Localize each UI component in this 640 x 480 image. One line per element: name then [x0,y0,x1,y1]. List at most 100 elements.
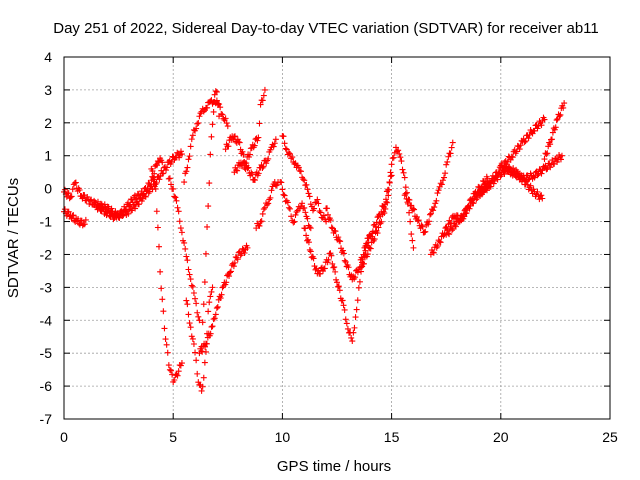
data-point [543,166,550,173]
data-point [343,320,350,327]
data-point [125,210,132,217]
data-point [178,148,184,155]
data-point [421,229,428,236]
data-point [188,282,195,289]
data-point [189,335,196,342]
data-point [257,218,264,225]
data-point [244,165,251,172]
data-point [194,370,201,377]
data-point [61,206,68,213]
data-point [339,297,346,304]
data-point [280,191,287,198]
data-point [256,120,263,127]
data-point [235,138,242,145]
data-point [463,210,470,217]
data-point [381,210,388,217]
data-point [337,238,344,245]
data-point [162,336,169,343]
data-point [415,217,422,224]
data-point [334,279,340,286]
plot-frame [63,56,611,420]
data-point [304,186,311,193]
data-point [509,154,516,161]
data-point [159,159,166,166]
data-point [209,121,216,128]
data-point [388,161,395,168]
data-point [335,283,342,290]
data-point [552,124,559,131]
data-point [188,333,195,340]
data-point [530,173,537,180]
data-point [293,208,300,215]
data-point [223,279,230,286]
data-point [251,177,258,184]
data-point [439,177,446,184]
data-point [327,217,334,224]
chart-title: Day 251 of 2022, Sidereal Day-to-day VTE… [53,20,599,37]
data-point [153,208,160,215]
data-point [342,258,349,265]
data-point [340,302,347,309]
data-point [482,185,489,192]
data-point [406,196,413,203]
data-point [174,204,181,211]
y-tick-label: -4 [40,312,53,328]
data-point [383,198,390,205]
data-point [306,193,313,200]
data-point [260,206,267,213]
data-point [410,205,417,212]
x-tick-label: 5 [169,429,177,445]
data-point [306,224,313,231]
series-trace-m [253,179,282,232]
data-point [258,218,265,225]
data-point [160,170,167,177]
data-point [342,316,349,323]
data-point [561,100,568,107]
series-trace-l [231,136,279,184]
y-tick-label: -1 [40,214,53,230]
data-point [478,191,485,198]
data-point [142,193,149,200]
data-point [234,136,241,143]
data-point [189,283,196,290]
data-point [218,291,225,298]
data-point [190,340,197,347]
data-point [165,362,172,369]
data-point [440,232,447,239]
data-point [268,187,275,194]
data-point [150,176,157,183]
data-point [544,165,551,172]
data-point [314,196,321,203]
data-point [195,120,202,127]
x-tick-label: 10 [275,429,291,445]
data-point [184,301,191,308]
data-point [350,329,357,336]
data-point [316,208,323,215]
data-point [174,372,181,379]
data-point [302,225,309,232]
data-point [246,151,253,158]
data-point [336,287,343,294]
data-point [198,348,205,355]
data-point [409,237,416,244]
data-point [426,218,433,225]
data-point [375,224,382,231]
data-point [548,136,555,143]
data-point [256,222,263,229]
data-point [189,132,196,139]
data-point [282,145,289,152]
data-point [407,218,414,225]
data-point [408,231,415,238]
data-point [295,164,302,171]
data-point [494,172,501,179]
data-point [194,120,201,127]
data-point [264,201,271,208]
series-trace-a [61,206,89,229]
data-point [386,179,393,186]
data-point [153,162,160,169]
data-point [311,205,318,212]
data-point [175,208,182,215]
data-point [399,166,406,173]
data-point [345,264,352,271]
data-point [166,366,173,373]
